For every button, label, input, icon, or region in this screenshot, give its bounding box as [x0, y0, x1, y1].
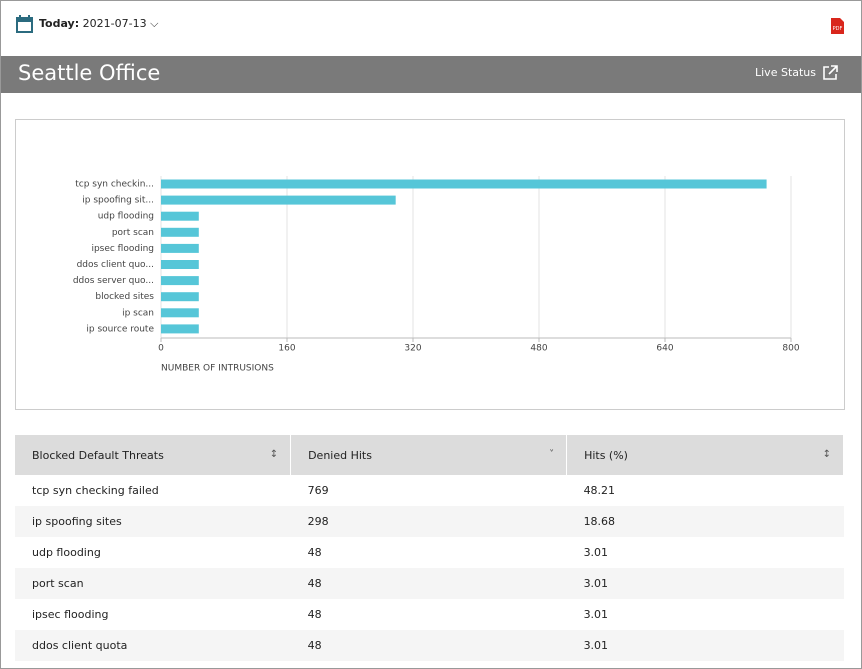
table-cell: ddos client quota — [15, 630, 291, 661]
table-cell: tcp syn checking failed — [32, 484, 159, 497]
date-label: Today: — [39, 17, 80, 30]
table-cell: ip spoofing sites — [15, 506, 291, 537]
table-row[interactable]: port scan 48 3.01 — [15, 568, 844, 599]
table-cell: 48 — [291, 661, 567, 668]
table-cell: 3.01 — [566, 630, 844, 661]
y-tick-label: ipsec flooding — [91, 244, 154, 254]
bar — [161, 179, 767, 189]
bar — [161, 195, 396, 205]
svg-text:PDF: PDF — [833, 26, 843, 32]
y-tick-label: ip spoofing sit... — [82, 196, 154, 206]
bar — [161, 243, 199, 253]
y-tick-label: port scan — [112, 228, 154, 238]
table-cell: 48 — [290, 630, 567, 661]
x-tick-label: 800 — [782, 344, 799, 354]
bar — [161, 211, 199, 221]
calendar-icon[interactable] — [15, 14, 35, 34]
y-tick-label: ddos server quo... — [73, 276, 154, 286]
y-tick-label: ddos client quo... — [77, 260, 154, 270]
x-tick-label: 160 — [278, 344, 295, 354]
pdf-icon[interactable]: PDF — [829, 17, 845, 35]
table-row[interactable]: ddos client quota 48 3.01 — [15, 630, 844, 661]
live-status-link[interactable]: Live Status — [755, 66, 817, 79]
sort-icon[interactable]: ˅ — [549, 449, 555, 460]
x-axis-title: NUMBER OF INTRUSIONS — [161, 364, 274, 374]
y-tick-label: blocked sites — [95, 292, 154, 302]
table-cell: 48 — [307, 608, 322, 621]
bar — [161, 276, 199, 286]
bar — [161, 308, 199, 318]
table-cell: ddos server quota — [15, 661, 291, 668]
table-cell: udp flooding — [32, 546, 101, 559]
table-cell: 48 — [290, 568, 567, 599]
table-cell: port scan — [15, 568, 291, 599]
chart-panel: 0 160 320 480 640 800 NUMBER OF INTRUSIONS tcp … — [15, 119, 845, 410]
table-cell: 3.01 — [566, 568, 844, 599]
column-header[interactable]: Hits (%) ↕ — [566, 435, 844, 475]
table-cell: 3.01 — [583, 608, 609, 621]
bar — [161, 227, 199, 237]
chart: 0 160 320 480 640 800 NUMBER OF INTRUSIONS tcp … — [73, 176, 800, 374]
page-title: Seattle Office — [18, 61, 161, 85]
y-tick-label: udp flooding — [98, 212, 154, 222]
table-row[interactable]: ip spoofing sites 298 18.68 — [15, 506, 844, 537]
table-cell: 48.21 — [583, 484, 616, 497]
bar — [161, 324, 199, 334]
column-header[interactable]: Denied Hits ˅ — [290, 435, 568, 475]
table-row[interactable]: ipsec flooding 48 3.01 — [15, 599, 844, 630]
x-tick-label: 480 — [530, 344, 547, 354]
y-tick-label: tcp syn checkin... — [75, 180, 154, 190]
column-header[interactable]: Blocked Default Threats ↕ — [15, 435, 292, 475]
external-link-icon[interactable] — [821, 64, 839, 82]
table-row[interactable]: tcp syn checking failed 769 48.21 — [15, 475, 844, 506]
date: 2021-07-13 — [82, 17, 147, 30]
table-cell: ipsec flooding — [32, 608, 109, 621]
table-cell: 769 — [307, 484, 329, 497]
threats-table: Blocked Default Threats ↕ Denied Hits ˅ Hits… — [15, 435, 844, 668]
sort-icon[interactable]: ↕ — [822, 449, 831, 460]
bar — [161, 260, 199, 269]
sort-icon[interactable]: ↕ — [269, 449, 279, 460]
table-cell: 3.01 — [567, 661, 844, 668]
date-picker[interactable]: Today: 2021-07-13 ⌵ — [39, 17, 159, 30]
title-band: Seattle Office Live Status — [1, 56, 861, 93]
table-cell: 48 — [307, 546, 322, 559]
table-row[interactable]: udp flooding 48 3.01 — [15, 537, 844, 568]
bar — [161, 292, 199, 302]
table-cell: 18.68 — [566, 506, 844, 537]
x-tick-label: 320 — [404, 344, 421, 354]
table-cell: 298 — [290, 506, 567, 537]
y-tick-label: ip scan — [122, 308, 154, 318]
table-cell: 3.01 — [583, 546, 609, 559]
x-tick-label: 0 — [158, 344, 164, 354]
x-tick-label: 640 — [656, 344, 673, 354]
y-tick-label: ip source route — [86, 324, 154, 334]
